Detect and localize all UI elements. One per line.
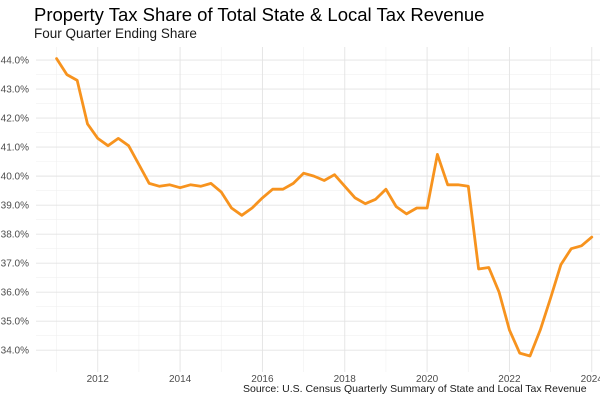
y-tick-label: 40.0% [1,172,29,183]
data-point [272,188,274,190]
gridlines [36,47,600,372]
data-point [498,291,500,293]
series-line [55,57,594,358]
data-point [406,213,408,215]
data-point [488,267,490,269]
x-tick-label: 2024 [581,374,600,385]
data-point [550,297,552,299]
y-tick-label: 38.0% [1,230,29,241]
data-point [580,245,582,247]
data-point [86,123,88,125]
data-point [539,329,541,331]
data-point [354,197,356,199]
data-point [210,182,212,184]
data-point [375,198,377,200]
x-tick-label: 2014 [169,374,192,385]
y-tick-label: 39.0% [1,201,29,212]
chart-subtitle: Four Quarter Ending Share [34,26,197,41]
data-point [303,172,305,174]
y-tick-label: 44.0% [1,56,29,67]
data-point [447,184,449,186]
data-point [159,185,161,187]
data-point [282,188,284,190]
data-point [323,179,325,181]
data-point [426,207,428,209]
data-point [220,191,222,193]
y-tick-label: 36.0% [1,288,29,299]
data-point [292,182,294,184]
data-point [66,74,68,76]
data-point [436,153,438,155]
y-tick-label: 35.0% [1,317,29,328]
data-point [117,137,119,139]
data-point [251,207,253,209]
data-point [76,79,78,81]
series-layer [55,57,594,358]
y-tick-label: 34.0% [1,346,29,357]
data-point [529,355,531,357]
data-point [385,188,387,190]
x-tick-label: 2018 [334,374,357,385]
data-point [128,145,130,147]
x-tick-label: 2016 [251,374,274,385]
data-point [200,185,202,187]
data-point [189,184,191,186]
data-point [313,175,315,177]
data-point [333,174,335,176]
data-point [148,182,150,184]
y-tick-label: 43.0% [1,85,29,96]
data-point [169,184,171,186]
data-point [231,207,233,209]
y-tick-label: 37.0% [1,259,29,270]
x-tick-label: 2020 [416,374,439,385]
data-point [457,184,459,186]
data-point [241,214,243,216]
data-point [508,329,510,331]
data-point [364,203,366,205]
data-point [519,352,521,354]
data-point [560,264,562,266]
chart-title: Property Tax Share of Total State & Loca… [34,4,485,25]
data-point [107,145,109,147]
y-tick-label: 42.0% [1,114,29,125]
axis-tick-labels: 2012 2014 2016 2018 2020 2022 2024 34.0% 35.0% 36… [1,56,600,385]
data-point [261,197,263,199]
data-point [570,248,572,250]
data-point [416,207,418,209]
data-point [138,164,140,166]
data-point [344,185,346,187]
data-point [478,268,480,270]
x-tick-label: 2012 [87,374,110,385]
data-point [395,206,397,208]
data-point [591,236,593,238]
data-point [467,185,469,187]
data-point [97,137,99,139]
data-point [179,187,181,189]
source-caption: Source: U.S. Census Quarterly Summary of… [243,383,587,395]
x-tick-label: 2022 [498,374,521,385]
y-tick-label: 41.0% [1,143,29,154]
data-point [56,58,58,60]
